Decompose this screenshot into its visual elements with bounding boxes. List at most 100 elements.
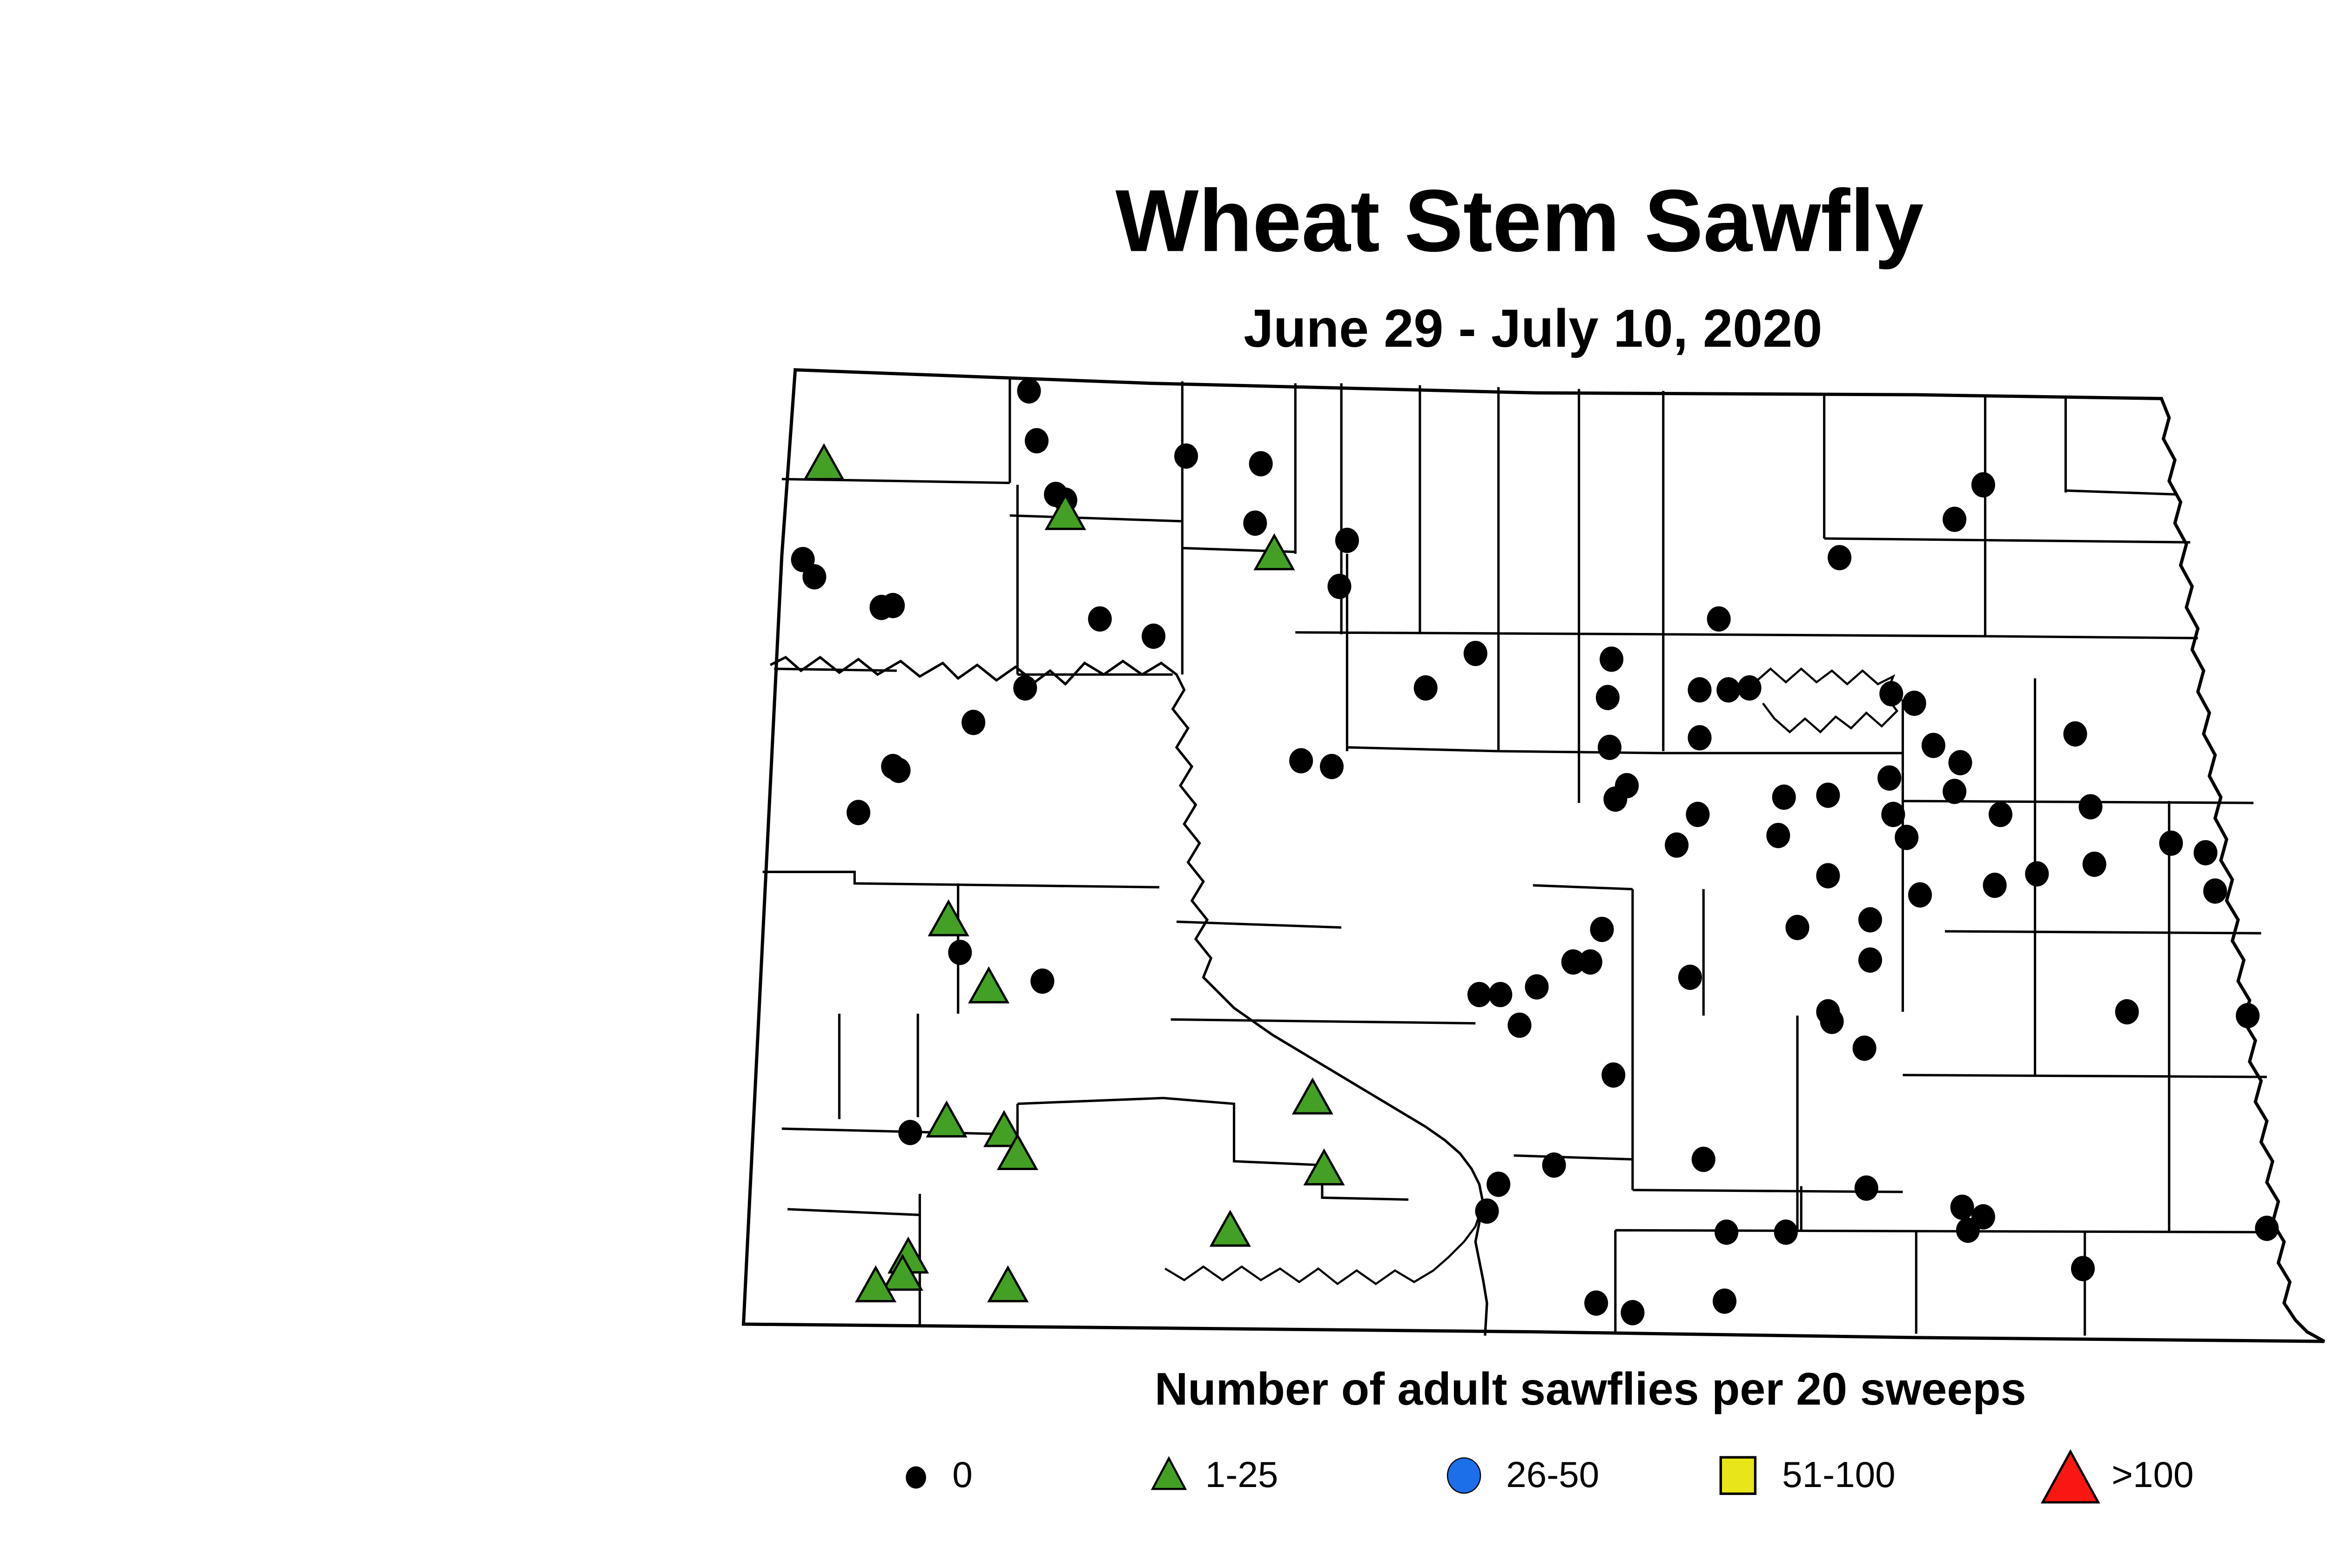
map-point-dot-0	[2203, 878, 2227, 904]
map-point-triangle-1-25	[1303, 1148, 1345, 1185]
map-point-dot-0	[1678, 964, 1702, 990]
map-point-dot-0	[1688, 677, 1712, 703]
map-point-dot-0	[1983, 873, 2007, 898]
map-point-dot-0	[1561, 949, 1585, 975]
map-point-dot-0	[1142, 623, 1166, 649]
map-point-dot-0	[1943, 779, 1967, 804]
map-point-dot-0	[802, 564, 827, 590]
map-point-dot-0	[2078, 794, 2103, 820]
green-triangle-icon	[1150, 1456, 1187, 1490]
legend-label: 26-50	[1506, 1456, 1600, 1497]
map-point-dot-0	[1174, 443, 1198, 469]
map-point-triangle-1-25	[996, 1133, 1038, 1171]
map-point-triangle-1-25	[1209, 1210, 1251, 1247]
map-point-triangle-1-25	[926, 1100, 968, 1138]
map-point-dot-0	[1467, 982, 1492, 1008]
map-point-dot-0	[1542, 1152, 1566, 1178]
map-point-dot-0	[1598, 734, 1622, 760]
map-point-dot-0	[881, 592, 905, 619]
map-point-dot-0	[1413, 675, 1438, 701]
map-point-dot-0	[948, 940, 972, 965]
map-point-dot-0	[1590, 916, 1614, 942]
map-point-dot-0	[1488, 982, 1513, 1008]
map-point-dot-0	[1707, 606, 1731, 632]
map-point-dot-0	[1879, 681, 1903, 707]
map-point-dot-0	[1507, 1012, 1532, 1038]
map-point-dot-0	[1578, 949, 1602, 975]
map-point-dot-0	[1948, 750, 1972, 775]
legend-label: 1-25	[1205, 1456, 1278, 1497]
map-point-dot-0	[1858, 907, 1883, 933]
map-point-dot-0	[1895, 825, 1919, 850]
map-point-dot-0	[1691, 1146, 1715, 1172]
map-point-dot-0	[1816, 782, 1840, 808]
map-point-dot-0	[2063, 721, 2087, 747]
map-point-dot-0	[2082, 851, 2106, 877]
map-point-dot-0	[1858, 947, 1883, 973]
map-point-dot-0	[1249, 451, 1273, 477]
map-point-dot-0	[1820, 1009, 1844, 1034]
map-point-dot-0	[1525, 974, 1549, 1000]
map-point-triangle-1-25	[928, 899, 969, 936]
map-point-dot-0	[1595, 685, 1620, 710]
map-point-triangle-1-25	[968, 966, 1010, 1003]
map-point-dot-0	[1713, 1288, 1737, 1314]
map-point-dot-0	[1988, 801, 2012, 828]
map-point-dot-0	[1319, 754, 1344, 780]
map-point-triangle-1-25	[803, 443, 845, 480]
map-point-dot-0	[1902, 690, 1926, 716]
map-point-dot-0	[1600, 646, 1624, 672]
map-point-triangle-1-25	[983, 1110, 1025, 1147]
black-dot-icon	[906, 1466, 926, 1489]
map-point-dot-0	[2115, 999, 2139, 1025]
map-point-triangle-1-25	[855, 1265, 897, 1303]
legend-title: Number of adult sawflies per 20 sweeps	[1155, 1364, 2026, 1416]
county-boundaries	[762, 377, 2267, 1336]
map-point-dot-0	[1327, 573, 1352, 599]
map-point-dot-0	[1852, 1035, 1876, 1061]
map-point-dot-0	[1737, 675, 1762, 701]
page-title: Wheat Stem Sawfly	[1115, 170, 1924, 270]
map-point-dot-0	[1877, 765, 1902, 791]
map-point-dot-0	[1715, 1219, 1739, 1245]
legend-label: 0	[952, 1456, 973, 1497]
map-point-dot-0	[2159, 830, 2183, 856]
map-point-triangle-1-25	[987, 1265, 1029, 1303]
map-point-dot-0	[1088, 606, 1112, 632]
map-point-dot-0	[1603, 786, 1628, 812]
map-point-dot-0	[1943, 506, 1967, 532]
map-point-dot-0	[1024, 428, 1049, 454]
map-point-dot-0	[1289, 748, 1313, 774]
map-point-dot-0	[1601, 1062, 1626, 1088]
map-point-dot-0	[1772, 784, 1796, 810]
map-point-dot-0	[1686, 801, 1710, 828]
map-point-triangle-1-25	[881, 1253, 923, 1291]
map-point-dot-0	[2193, 840, 2218, 866]
map-point-dot-0	[1243, 510, 1267, 536]
map-point-dot-0	[1013, 675, 1037, 701]
map-point-dot-0	[1881, 801, 1905, 828]
map-point-dot-0	[1971, 472, 1995, 498]
map-point-dot-0	[1688, 725, 1712, 751]
map-point-dot-0	[1335, 527, 1359, 553]
map-point-dot-0	[2236, 1003, 2260, 1029]
map-point-dot-0	[1854, 1175, 1878, 1201]
date-range-subtitle: June 29 - July 10, 2020	[1244, 299, 1823, 358]
map-point-dot-0	[1463, 640, 1487, 666]
map-point-triangle-1-25	[1291, 1077, 1333, 1115]
map-point-dot-0	[1486, 1171, 1511, 1197]
map-point-dot-0	[1665, 832, 1689, 858]
map-point-dot-0	[1828, 545, 1852, 571]
blue-circle-icon	[1446, 1457, 1481, 1494]
map-point-dot-0	[1584, 1290, 1608, 1316]
map-point-dot-0	[1785, 915, 1809, 940]
map-point-dot-0	[1766, 822, 1790, 848]
cannonball-river	[1164, 1209, 1482, 1285]
map-point-dot-0	[962, 710, 986, 735]
map-point-dot-0	[1921, 733, 1945, 758]
map-point-dot-0	[1621, 1300, 1645, 1326]
legend-label: 51-100	[1782, 1456, 1896, 1497]
